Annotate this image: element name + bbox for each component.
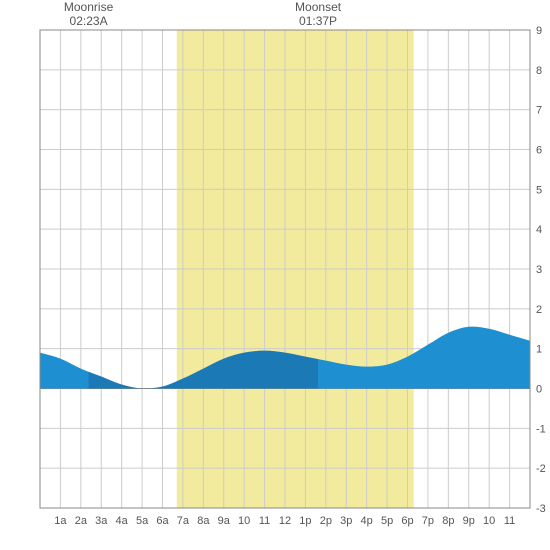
svg-text:2a: 2a — [75, 515, 88, 527]
svg-text:7: 7 — [536, 105, 542, 117]
svg-text:9: 9 — [536, 25, 542, 37]
svg-text:3: 3 — [536, 264, 542, 276]
moonset-title: Moonset — [288, 0, 348, 14]
moonset-label: Moonset 01:37P — [288, 0, 348, 29]
svg-text:1: 1 — [536, 344, 542, 356]
svg-text:8: 8 — [536, 65, 542, 77]
svg-text:4a: 4a — [116, 515, 129, 527]
svg-text:6: 6 — [536, 145, 542, 157]
svg-text:1p: 1p — [299, 515, 311, 527]
svg-text:5: 5 — [536, 184, 542, 196]
moonrise-title: Moonrise — [59, 0, 119, 14]
svg-text:5p: 5p — [381, 515, 393, 527]
svg-text:6p: 6p — [401, 515, 413, 527]
svg-text:5a: 5a — [136, 515, 149, 527]
svg-text:10: 10 — [483, 515, 495, 527]
tide-chart-container: 1a2a3a4a5a6a7a8a9a1011121p2p3p4p5p6p7p8p… — [0, 0, 550, 550]
tide-chart-svg: 1a2a3a4a5a6a7a8a9a1011121p2p3p4p5p6p7p8p… — [0, 0, 550, 550]
svg-text:7p: 7p — [422, 515, 434, 527]
svg-text:6a: 6a — [156, 515, 169, 527]
svg-text:9p: 9p — [463, 515, 475, 527]
svg-text:2p: 2p — [320, 515, 332, 527]
svg-text:7a: 7a — [177, 515, 190, 527]
svg-text:-1: -1 — [536, 423, 546, 435]
svg-text:10: 10 — [238, 515, 250, 527]
moonrise-time: 02:23A — [59, 14, 119, 28]
svg-text:11: 11 — [259, 515, 270, 527]
svg-text:2: 2 — [536, 304, 542, 316]
svg-text:8p: 8p — [442, 515, 454, 527]
svg-text:0: 0 — [536, 384, 542, 396]
svg-text:8a: 8a — [197, 515, 210, 527]
svg-text:12: 12 — [279, 515, 291, 527]
svg-text:11: 11 — [504, 515, 515, 527]
svg-text:3p: 3p — [340, 515, 352, 527]
svg-text:-2: -2 — [536, 463, 546, 475]
svg-text:4p: 4p — [361, 515, 373, 527]
svg-text:3a: 3a — [95, 515, 108, 527]
moonrise-label: Moonrise 02:23A — [59, 0, 119, 29]
svg-text:9a: 9a — [218, 515, 231, 527]
svg-text:-3: -3 — [536, 503, 546, 515]
moonset-time: 01:37P — [288, 14, 348, 28]
svg-text:4: 4 — [536, 224, 542, 236]
svg-text:1a: 1a — [54, 515, 67, 527]
